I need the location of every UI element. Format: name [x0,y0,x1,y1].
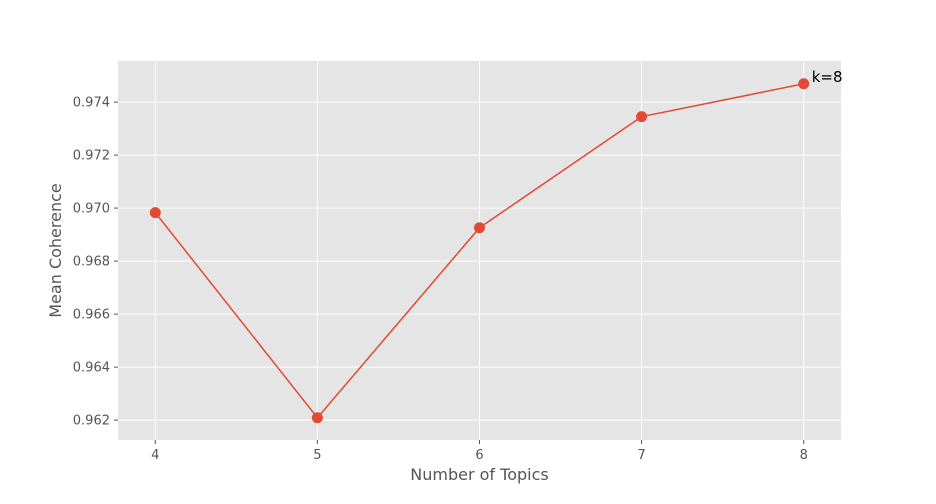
y-tick-label: 0.972 [73,149,110,164]
x-axis-title: Number of Topics [410,465,548,484]
y-tick-label: 0.966 [73,308,110,323]
data-point [311,412,323,424]
ticks: 4 5 6 7 8 0.962 0.964 0.966 0.968 0.970 0.972 0.974 [73,96,808,463]
x-tick-label: 6 [475,448,483,463]
x-tick-label: 4 [151,448,159,463]
grid [118,61,841,440]
y-tick-label: 0.962 [73,414,110,429]
data-point [474,222,485,234]
x-tick-label: 5 [313,448,321,463]
y-tick-label: 0.974 [73,96,110,111]
data-point [149,207,161,219]
y-tick-label: 0.968 [73,255,110,270]
data-points [149,78,810,424]
y-tick-label: 0.964 [73,361,110,376]
annotation-k8: k=8 [812,68,843,86]
x-tick-label: 8 [800,448,808,463]
y-tick-label: 0.970 [73,202,110,217]
data-point [636,111,648,123]
y-axis-title: Mean Coherence [46,183,65,317]
data-point [798,78,810,90]
x-tick-label: 7 [637,448,645,463]
